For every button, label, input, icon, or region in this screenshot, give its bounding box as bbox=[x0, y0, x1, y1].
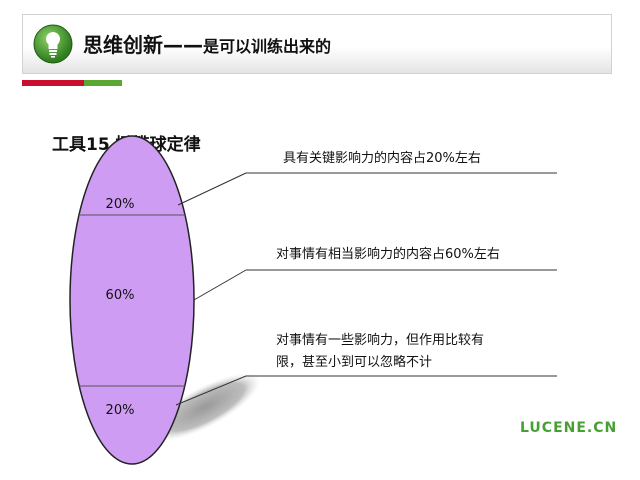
leader-line-top bbox=[177, 172, 247, 206]
accent-bar-green bbox=[84, 80, 122, 86]
segment-label-bottom: 20% bbox=[106, 403, 135, 418]
watermark: LUCENE.CN bbox=[520, 420, 618, 436]
annotation-middle: 对事情有相当影响力的内容占60%左右 bbox=[276, 247, 500, 262]
page-title: 思维创新——是可以训练出来的 bbox=[83, 31, 331, 59]
title-main: 思维创新—— bbox=[83, 33, 203, 57]
leader-line-middle bbox=[193, 269, 247, 301]
title-sub: 是可以训练出来的 bbox=[203, 37, 332, 56]
annotation-bottom-line-2: 限，甚至小到可以忽略不计 bbox=[276, 355, 433, 370]
segment-label-top: 20% bbox=[106, 197, 135, 212]
ellipse-shadow bbox=[149, 372, 261, 442]
annotation-bottom: 对事情有一些影响力，但作用比较有 限，甚至小到可以忽略不计 bbox=[276, 330, 484, 374]
segment-label-middle: 60% bbox=[106, 288, 135, 303]
annotation-top: 具有关键影响力的内容占20%左右 bbox=[283, 151, 481, 166]
annotation-bottom-line-1: 对事情有一些影响力，但作用比较有 bbox=[276, 333, 485, 348]
title-bar: 思维创新——是可以训练出来的 bbox=[22, 14, 612, 74]
lightbulb-icon bbox=[33, 24, 73, 64]
leader-line-bottom bbox=[175, 375, 247, 406]
accent-bar-red bbox=[22, 80, 84, 86]
